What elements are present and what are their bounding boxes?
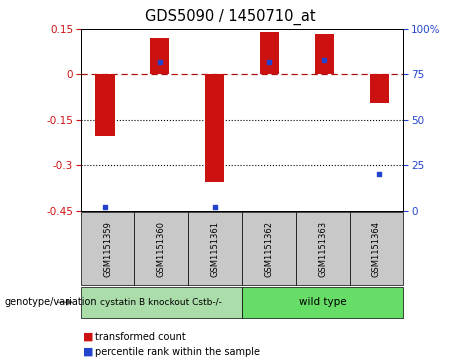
Text: GSM1151364: GSM1151364	[372, 221, 381, 277]
Point	[156, 59, 164, 65]
Bar	[95, 74, 114, 136]
Text: genotype/variation: genotype/variation	[5, 297, 97, 307]
Text: GSM1151359: GSM1151359	[103, 221, 112, 277]
Point	[101, 204, 109, 210]
Text: wild type: wild type	[299, 297, 347, 307]
Text: GDS5090 / 1450710_at: GDS5090 / 1450710_at	[145, 9, 316, 25]
Text: ■: ■	[83, 347, 94, 357]
Text: GSM1151363: GSM1151363	[318, 221, 327, 277]
Text: GSM1151360: GSM1151360	[157, 221, 166, 277]
Text: GSM1151362: GSM1151362	[265, 221, 273, 277]
Point	[211, 204, 219, 210]
Bar	[370, 74, 389, 103]
Text: transformed count: transformed count	[95, 332, 185, 342]
Text: ■: ■	[83, 332, 94, 342]
Text: cystatin B knockout Cstb-/-: cystatin B knockout Cstb-/-	[100, 298, 222, 307]
Text: percentile rank within the sample: percentile rank within the sample	[95, 347, 260, 357]
Point	[320, 57, 328, 63]
Point	[375, 171, 383, 177]
Text: GSM1151361: GSM1151361	[211, 221, 219, 277]
Point	[266, 59, 273, 65]
Bar	[260, 32, 279, 74]
Bar	[315, 34, 334, 74]
Bar	[205, 74, 224, 182]
Bar	[150, 37, 169, 74]
